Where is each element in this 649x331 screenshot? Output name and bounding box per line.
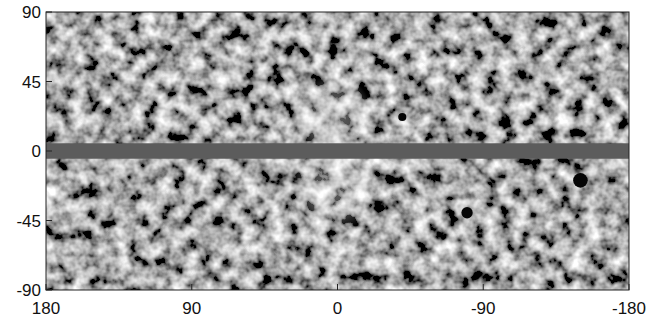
y-tick: [46, 12, 52, 13]
x-tick-label: 90: [182, 299, 201, 318]
y-tick-label: 45: [22, 73, 41, 92]
dark-spot: [461, 207, 472, 218]
x-tick-label: 180: [32, 299, 60, 318]
background: [46, 12, 629, 290]
y-tick: [46, 220, 52, 221]
plot-area: [46, 12, 629, 290]
galactic-plane-mask: [46, 143, 629, 158]
y-tick-label: -45: [16, 212, 41, 231]
sky-map: 180 90 0 -90 -180 90 45 0 -45 -90: [0, 0, 649, 331]
y-tick-label: 0: [32, 142, 41, 161]
x-tick: [191, 284, 192, 290]
y-tick: [46, 81, 52, 82]
residual-texture: [46, 12, 629, 290]
x-tick: [483, 284, 484, 290]
x-tick: [337, 284, 338, 290]
dark-spot: [398, 113, 406, 121]
x-tick-label: 0: [333, 299, 342, 318]
x-tick-label: -90: [471, 299, 496, 318]
y-tick-label: -90: [16, 281, 41, 300]
dark-spot: [573, 173, 588, 188]
x-tick: [629, 284, 630, 290]
y-tick: [46, 151, 52, 152]
x-tick-label: -180: [612, 299, 646, 318]
x-tick: [46, 284, 47, 290]
y-tick-label: 90: [22, 3, 41, 22]
frame: [46, 12, 629, 290]
y-tick: [46, 290, 52, 291]
